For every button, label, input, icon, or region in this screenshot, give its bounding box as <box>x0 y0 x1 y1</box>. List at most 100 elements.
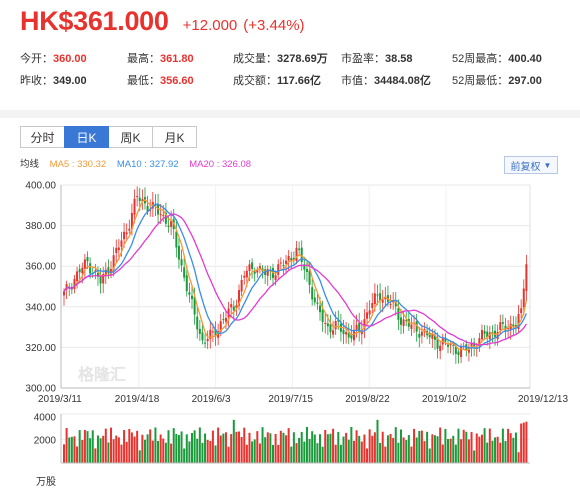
candle-body <box>486 331 489 338</box>
candle-body <box>130 212 133 230</box>
candle-body <box>78 269 81 273</box>
candle-body <box>258 266 261 270</box>
volume-bar <box>501 428 504 463</box>
candle-body <box>295 247 298 261</box>
volume-bar <box>462 429 465 463</box>
stat-value: 360.00 <box>53 53 87 65</box>
legend-ma5: MA5 : 330.32 <box>49 159 107 170</box>
volume-bar <box>345 432 348 463</box>
volume-bar <box>183 448 186 463</box>
volume-bar <box>256 431 259 463</box>
candle-body <box>196 316 199 330</box>
volume-bar <box>130 432 133 463</box>
candle-body <box>488 332 491 340</box>
candle-body <box>431 334 434 339</box>
candle-body <box>89 263 92 274</box>
candle-body <box>185 275 188 292</box>
volume-bar <box>81 439 84 463</box>
volume-bar <box>264 437 267 463</box>
volume-bar <box>507 428 510 463</box>
candle-body <box>433 334 436 340</box>
section-divider <box>0 110 580 118</box>
candle-body <box>285 260 288 264</box>
volume-bar <box>394 427 397 463</box>
volume-bar <box>159 434 162 463</box>
volume-bar <box>175 433 178 463</box>
candle-body <box>313 297 316 303</box>
volume-bar <box>371 435 374 463</box>
candle-body <box>345 331 348 335</box>
volume-bar <box>285 435 288 463</box>
candle-body <box>501 322 504 324</box>
volume-bar <box>465 431 468 463</box>
candle-body <box>180 259 183 266</box>
tab-分时[interactable]: 分时 <box>20 126 65 148</box>
ma10-line <box>63 203 527 349</box>
date-tick-label: 2019/12/13 <box>518 394 568 405</box>
candle-body <box>366 312 369 319</box>
candle-body <box>167 225 170 227</box>
candle-body <box>381 299 384 303</box>
volume-bar <box>78 430 81 463</box>
volume-bar <box>248 432 251 463</box>
stat-item: 成交量：3278.69万 <box>233 50 328 66</box>
volume-bar <box>227 446 230 463</box>
volume-bar <box>217 427 220 463</box>
volume-bar <box>376 419 379 463</box>
candle-body <box>227 308 230 318</box>
volume-bar <box>517 452 520 463</box>
candle-body <box>266 269 269 276</box>
candle-body <box>154 204 157 207</box>
legend-ma20: MA20 : 326.08 <box>189 159 252 170</box>
stat-value: 297.00 <box>508 75 542 87</box>
candle-body <box>248 264 251 271</box>
candle-body <box>204 342 207 344</box>
candle-body <box>444 337 447 342</box>
candle-body <box>355 324 358 330</box>
volume-bar <box>321 446 324 463</box>
volume-bar <box>389 433 392 463</box>
stat-label: 最高： <box>127 53 160 65</box>
volume-bar <box>258 443 261 463</box>
volume-bar <box>125 441 128 463</box>
candle-body <box>371 303 374 309</box>
candle-body <box>141 199 144 202</box>
volume-bar <box>397 442 400 463</box>
candle-body <box>290 258 293 261</box>
volume-bar <box>379 442 382 463</box>
volume-bar <box>136 430 139 463</box>
candle-body <box>418 333 421 338</box>
volume-bar <box>204 433 207 463</box>
volume-bar <box>295 443 298 463</box>
stat-label: 成交量： <box>233 53 277 65</box>
volume-bar <box>164 442 167 463</box>
volume-bar <box>157 440 160 463</box>
tab-日K[interactable]: 日K <box>64 126 109 148</box>
date-tick-label: 2019/4/18 <box>115 394 160 405</box>
volume-bar <box>467 439 470 463</box>
volume-bar <box>368 429 371 463</box>
volume-bar <box>143 439 146 463</box>
volume-bar <box>269 433 272 463</box>
candle-body <box>191 295 194 300</box>
candle-body <box>329 324 332 333</box>
volume-bar <box>329 433 332 463</box>
volume-bar <box>235 431 238 463</box>
volume-bar <box>350 426 353 463</box>
tab-月K[interactable]: 月K <box>152 126 197 148</box>
stat-label: 市值： <box>341 75 374 87</box>
candle-body <box>410 324 413 329</box>
volume-bar <box>431 434 434 463</box>
adjust-dropdown[interactable]: 前复权 ▼ <box>504 156 558 174</box>
candle-body <box>514 325 517 327</box>
volume-bar <box>206 439 209 463</box>
volume-bar <box>222 433 225 463</box>
candle-body <box>164 212 167 224</box>
volume-bar <box>494 437 497 463</box>
volume-bar <box>332 428 335 463</box>
stat-label: 最低： <box>127 75 160 87</box>
candle-body <box>230 304 233 308</box>
volume-bar <box>292 432 295 463</box>
candle-body <box>245 270 248 278</box>
